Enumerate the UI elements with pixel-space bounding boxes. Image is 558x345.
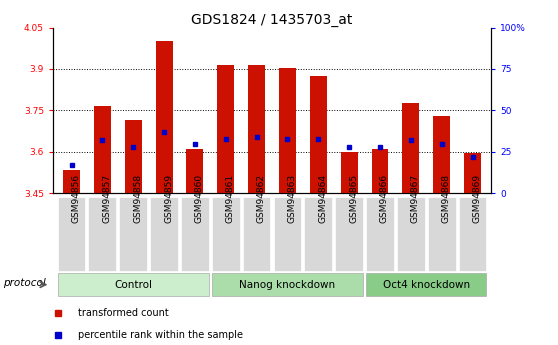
Bar: [433, 116, 450, 193]
FancyBboxPatch shape: [428, 197, 455, 271]
Text: transformed count: transformed count: [78, 308, 169, 318]
Bar: [94, 106, 111, 193]
FancyBboxPatch shape: [57, 197, 85, 271]
Text: GSM94859: GSM94859: [164, 174, 173, 224]
FancyBboxPatch shape: [335, 197, 363, 271]
Text: GSM94866: GSM94866: [380, 174, 389, 224]
FancyBboxPatch shape: [305, 197, 332, 271]
FancyBboxPatch shape: [119, 197, 147, 271]
FancyBboxPatch shape: [57, 273, 209, 296]
Bar: [372, 149, 388, 193]
FancyBboxPatch shape: [366, 197, 394, 271]
Text: percentile rank within the sample: percentile rank within the sample: [78, 330, 243, 340]
FancyBboxPatch shape: [273, 197, 301, 271]
FancyBboxPatch shape: [397, 197, 425, 271]
Bar: [279, 68, 296, 193]
Text: GSM94865: GSM94865: [349, 174, 358, 224]
Text: GSM94863: GSM94863: [287, 174, 296, 224]
FancyBboxPatch shape: [89, 197, 116, 271]
Text: Nanog knockdown: Nanog knockdown: [239, 280, 335, 289]
Text: GSM94868: GSM94868: [442, 174, 451, 224]
Bar: [310, 76, 327, 193]
Text: GSM94869: GSM94869: [473, 174, 482, 224]
Text: Oct4 knockdown: Oct4 knockdown: [383, 280, 470, 289]
Text: protocol: protocol: [3, 278, 45, 288]
FancyBboxPatch shape: [181, 197, 209, 271]
Text: GSM94862: GSM94862: [257, 174, 266, 223]
FancyBboxPatch shape: [459, 197, 487, 271]
Text: Control: Control: [114, 280, 152, 289]
Text: GSM94858: GSM94858: [133, 174, 142, 224]
Bar: [217, 65, 234, 193]
Text: GSM94861: GSM94861: [226, 174, 235, 224]
Text: GSM94867: GSM94867: [411, 174, 420, 224]
Bar: [341, 152, 358, 193]
Text: GSM94857: GSM94857: [102, 174, 112, 224]
FancyBboxPatch shape: [212, 197, 239, 271]
Bar: [464, 153, 481, 193]
Bar: [248, 65, 265, 193]
Text: GSM94860: GSM94860: [195, 174, 204, 224]
FancyBboxPatch shape: [212, 273, 363, 296]
Bar: [63, 170, 80, 193]
Bar: [186, 149, 203, 193]
Bar: [156, 41, 172, 193]
FancyBboxPatch shape: [150, 197, 178, 271]
Text: GSM94864: GSM94864: [318, 174, 328, 223]
Title: GDS1824 / 1435703_at: GDS1824 / 1435703_at: [191, 12, 353, 27]
FancyBboxPatch shape: [366, 273, 487, 296]
FancyBboxPatch shape: [243, 197, 271, 271]
Text: GSM94856: GSM94856: [71, 174, 80, 224]
Bar: [402, 104, 419, 193]
Bar: [125, 120, 142, 193]
